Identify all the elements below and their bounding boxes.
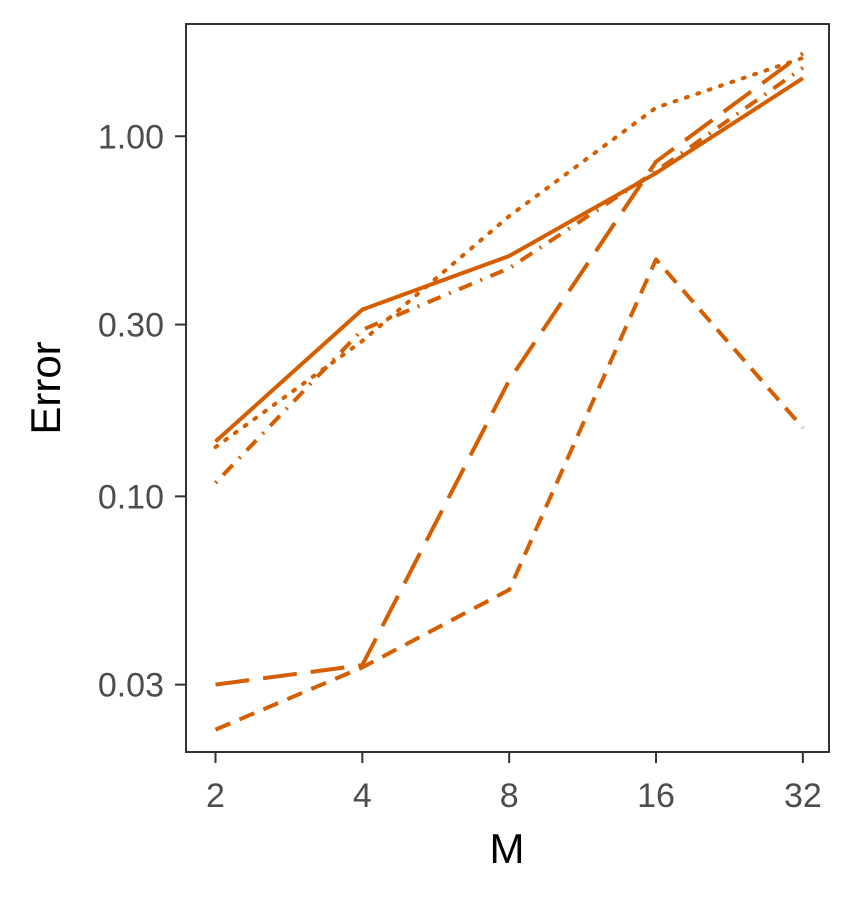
- series-line-dotdash: [214, 66, 805, 485]
- y-tick-label: 0.30: [98, 307, 164, 345]
- x-tick-label: 2: [206, 777, 225, 815]
- series-line-longdash: [215, 51, 805, 687]
- x-tick-label: 4: [353, 777, 372, 815]
- x-axis-title: M: [490, 825, 525, 872]
- y-tick-label: 1.00: [98, 118, 164, 156]
- y-axis-title: Error: [22, 341, 69, 434]
- plot-panel-border: [185, 23, 830, 753]
- y-axis: 0.03 0.10 0.30 1.00: [98, 118, 186, 705]
- series-line-solid: [214, 76, 804, 443]
- series-layer: [213, 51, 805, 732]
- x-tick-label: 16: [637, 777, 675, 815]
- y-tick-label: 0.03: [98, 667, 164, 705]
- series-line-dashed: [214, 257, 805, 732]
- y-tick-label: 0.10: [98, 478, 164, 516]
- x-axis: 2 4 8 16 32: [206, 752, 822, 815]
- x-tick-label: 8: [500, 777, 519, 815]
- x-tick-label: 32: [784, 777, 822, 815]
- series-line-dotted: [213, 55, 805, 450]
